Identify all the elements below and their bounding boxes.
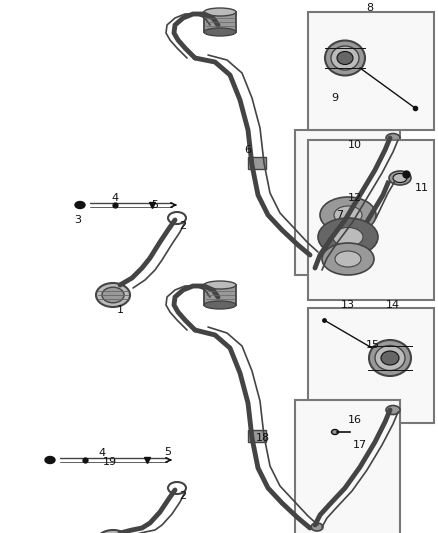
Text: 3: 3 <box>74 215 81 225</box>
Bar <box>295 130 400 275</box>
Ellipse shape <box>393 174 407 182</box>
Ellipse shape <box>96 530 130 533</box>
Text: 1: 1 <box>117 305 124 315</box>
Bar <box>308 308 434 423</box>
Ellipse shape <box>331 46 359 70</box>
Ellipse shape <box>311 523 323 531</box>
Ellipse shape <box>335 251 361 267</box>
Ellipse shape <box>381 351 399 365</box>
Text: 15: 15 <box>366 340 380 350</box>
Text: 16: 16 <box>348 415 362 425</box>
Ellipse shape <box>96 283 130 307</box>
Bar <box>295 400 400 533</box>
Ellipse shape <box>320 197 376 233</box>
Text: 8: 8 <box>367 3 374 13</box>
Text: 9: 9 <box>332 93 339 103</box>
Ellipse shape <box>386 406 400 415</box>
Bar <box>248 430 266 442</box>
Text: 12: 12 <box>348 193 362 203</box>
Ellipse shape <box>337 52 353 64</box>
Text: 17: 17 <box>353 440 367 450</box>
Ellipse shape <box>45 456 55 464</box>
Ellipse shape <box>204 281 236 289</box>
Text: 4: 4 <box>99 448 106 458</box>
Bar <box>308 140 434 300</box>
Bar <box>204 285 236 305</box>
Text: 19: 19 <box>103 457 117 467</box>
Ellipse shape <box>204 301 236 309</box>
Text: 11: 11 <box>415 183 429 193</box>
Text: 5: 5 <box>152 200 159 210</box>
Ellipse shape <box>369 340 411 376</box>
Bar <box>248 157 266 169</box>
Text: 2: 2 <box>180 221 187 231</box>
Text: 2: 2 <box>180 491 187 501</box>
Ellipse shape <box>311 266 323 274</box>
Bar <box>204 12 236 32</box>
Ellipse shape <box>75 201 85 208</box>
Text: 5: 5 <box>165 447 172 457</box>
Text: 4: 4 <box>111 193 119 203</box>
Ellipse shape <box>325 41 365 76</box>
Text: 10: 10 <box>348 140 362 150</box>
Bar <box>308 12 434 130</box>
Text: 18: 18 <box>256 433 270 443</box>
Text: 14: 14 <box>386 300 400 310</box>
Ellipse shape <box>204 28 236 36</box>
Ellipse shape <box>375 345 405 370</box>
Ellipse shape <box>333 228 363 246</box>
Text: 7: 7 <box>336 210 343 220</box>
Text: 13: 13 <box>341 300 355 310</box>
Ellipse shape <box>322 243 374 275</box>
Ellipse shape <box>386 133 400 142</box>
Ellipse shape <box>318 218 378 256</box>
Ellipse shape <box>334 206 362 224</box>
Ellipse shape <box>332 430 339 434</box>
Ellipse shape <box>389 171 411 185</box>
Ellipse shape <box>204 8 236 16</box>
Text: 6: 6 <box>244 145 251 155</box>
Ellipse shape <box>102 287 124 303</box>
